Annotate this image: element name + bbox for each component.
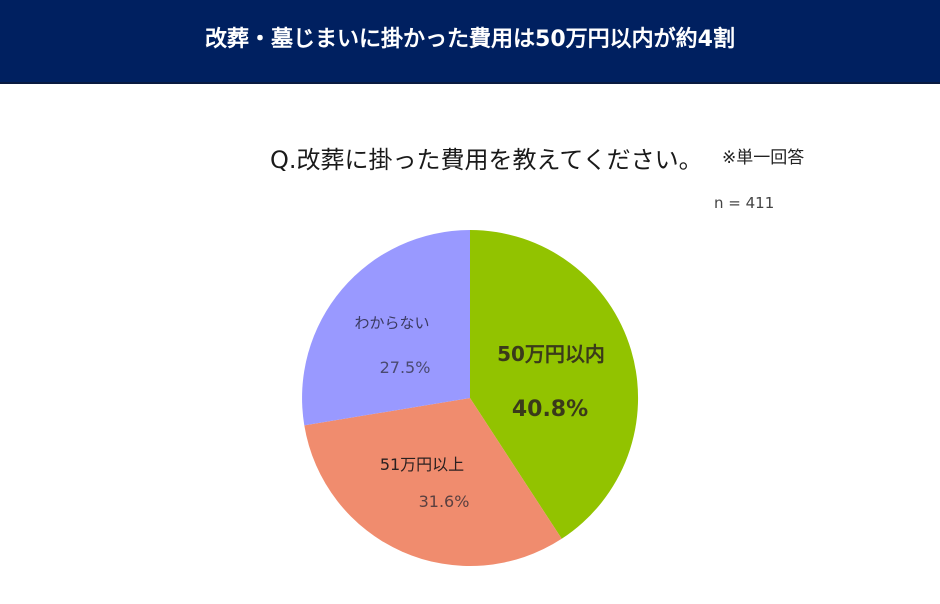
label-51man-over: 51万円以上: [380, 455, 464, 474]
slice-unknown: [302, 230, 470, 426]
label-50man-within: 50万円以内: [497, 342, 605, 366]
pct-unknown: 27.5%: [380, 358, 431, 377]
sample-size: n = 411: [714, 194, 775, 212]
pct-50man-within: 40.8%: [512, 397, 588, 422]
question-text: Q.改葬に掛った費用を教えてください。: [270, 146, 703, 174]
label-unknown: わからない: [354, 314, 429, 332]
slice-51man-over: [304, 398, 562, 567]
header-banner: 改葬・墓じまいに掛かった費用は50万円以内が約4割: [0, 0, 940, 84]
pct-51man-over: 31.6%: [419, 492, 470, 511]
single-answer-note: ※単一回答: [722, 148, 805, 168]
header-title: 改葬・墓じまいに掛かった費用は50万円以内が約4割: [205, 27, 735, 52]
slice-50man-within: [470, 229, 639, 539]
